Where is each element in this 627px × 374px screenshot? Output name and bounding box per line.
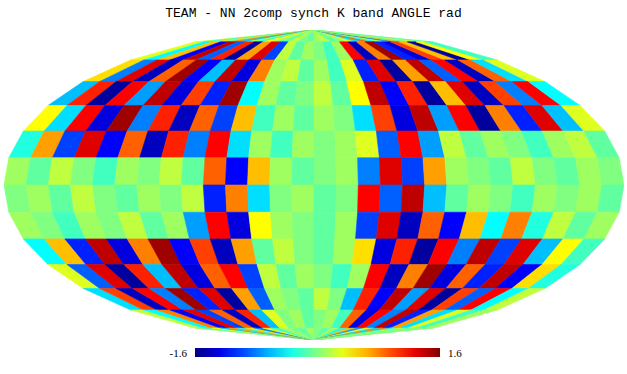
svg-text:-1.6: -1.6 <box>170 347 188 359</box>
html-text:TEAM - NN 2comp synch K band A: TEAM - NN 2comp synch K band ANGLE rad <box>165 6 462 21</box>
svg-text:1.6: 1.6 <box>448 347 462 359</box>
